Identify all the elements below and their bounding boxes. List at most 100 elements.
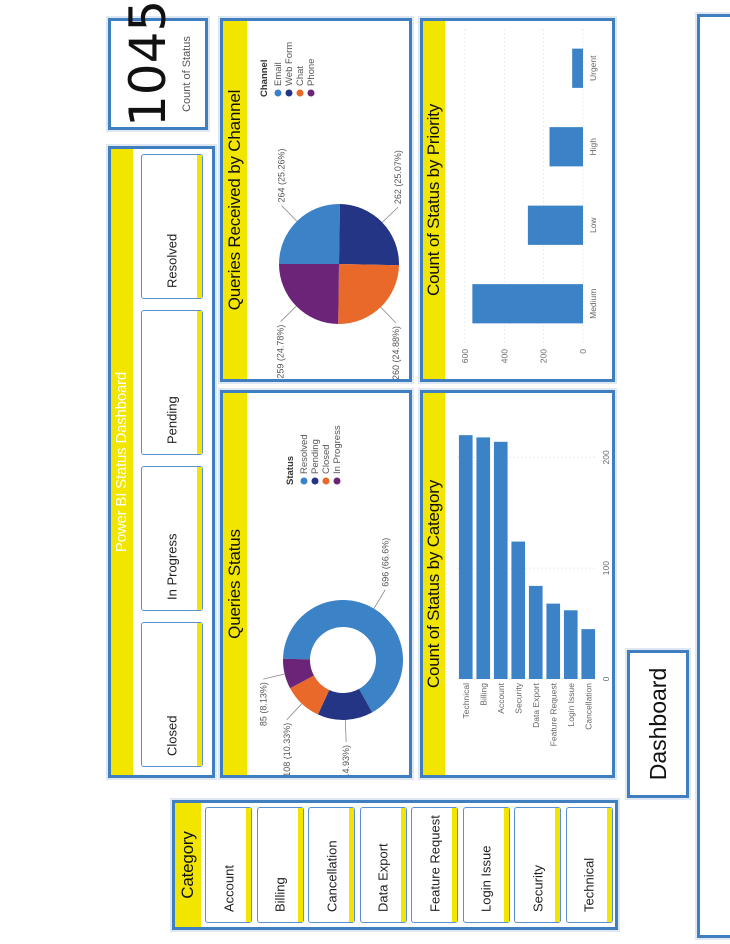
priority-chart-panel: Count of Status by Priority 0 200 400 600 Me… [420,18,615,382]
selection-bar [607,808,612,922]
bar-high [550,127,583,166]
legend-item: Chat [295,66,306,86]
kpi-card: 1045 Count of Status [108,18,208,130]
priority-chart-title: Count of Status by Priority [424,21,444,379]
leader-line [345,720,346,742]
data-label: 85 (8.13%) [258,682,268,726]
header-band: Power BI Status Dashboard [111,149,133,775]
category-label: Account [496,682,506,713]
queries-status-panel: Queries Status 696 (66.6%) 156 (14.93%) 10… [220,390,412,778]
category-button-security[interactable]: Security [514,807,561,923]
legend-item: Web Form [284,42,295,86]
priority-chart: 0200400600MediumLowHighUrgent [445,21,612,379]
slice-web-form [339,204,399,265]
leader-line [381,307,396,323]
bar-cancellation [581,629,595,679]
legend-item: Pending [310,439,321,474]
bar-urgent [572,49,583,88]
legend-marker [334,478,341,485]
leader-line [374,590,385,609]
category-label: Cancellation [583,683,593,730]
category-button-label: Data Export [376,843,391,912]
selection-bar [452,808,457,922]
legend-item: In Progress [332,425,343,474]
leader-line [263,674,284,679]
category-label: Login Issue [566,683,576,727]
data-label: 262 (25.07%) [393,150,403,204]
category-button-account[interactable]: Account [205,807,252,923]
kpi-label: Count of Status [181,21,193,127]
category-button-label: Account [221,865,236,912]
data-label: 108 (10.33%) [282,723,292,775]
data-label: 156 (14.93%) [341,745,351,775]
legend-marker [301,478,308,485]
channel-title: Queries Received by Channel [225,21,245,379]
category-chart-panel: Count of Status by Category 0 100 200 Techn… [420,390,615,778]
kpi-value: 1045 [119,21,177,127]
category-button-billing[interactable]: Billing [257,807,304,923]
category-button-label: Technical [582,858,597,912]
channel-panel: Queries Received by Channel 264 (25.26%)… [220,18,412,382]
category-panel: Category Account Billing Cancellation Data … [172,800,618,930]
bar-account [494,442,508,679]
category-button-label: Cancellation [324,840,339,912]
leader-line [287,704,302,720]
priority-label: High [588,138,598,156]
category-chart: 0 100 200 Technical Billing Account Security Da… [445,393,612,775]
leader-line [281,206,296,222]
category-label: Data Export [531,682,541,728]
category-label: Security [513,682,523,713]
priority-label: Medium [588,289,598,319]
legend-item: Phone [306,59,317,86]
y-tick-label: 400 [499,349,509,363]
legend-marker [308,90,315,97]
category-label: Technical [461,683,471,719]
slice-chat [338,264,399,324]
category-button-login-issue[interactable]: Login Issue [463,807,510,923]
category-button-data-export[interactable]: Data Export [360,807,407,923]
status-button-pending[interactable]: Pending [141,310,203,455]
category-button-label: Security [530,865,545,912]
bar-billing [476,437,490,679]
queries-status-title: Queries Status [225,393,245,775]
bar-login-issue [564,610,578,679]
dashboard-title: Dashboard [645,653,672,795]
category-button-label: Login Issue [479,846,494,913]
priority-label: Urgent [588,55,598,81]
data-label: 260 (24.88%) [391,326,401,379]
legend-title: Status [285,456,296,485]
y-tick-label: 200 [539,349,549,363]
status-slicer-panel: Power BI Status Dashboard Closed In Prog… [108,146,215,778]
status-button-in-progress[interactable]: In Progress [141,466,203,611]
legend-marker [297,90,304,97]
legend-item: Resolved [299,434,310,474]
bar-low [528,206,583,245]
legend-item: Email [273,62,284,86]
status-button-closed[interactable]: Closed [141,622,203,767]
bar-data-export [529,586,543,679]
data-label: 696 (66.6%) [380,538,390,587]
legend-title: Channel [259,60,270,97]
category-label: Billing [478,683,488,706]
x-tick-label: 200 [601,450,611,464]
selection-bar [298,808,303,922]
category-band: Category [175,803,201,927]
slice-email [279,204,340,264]
data-label: 259 (24.78%) [276,325,286,379]
category-button-technical[interactable]: Technical [566,807,613,923]
priority-label: Low [588,217,598,233]
selection-bar [504,808,509,922]
leader-line [382,207,398,222]
bar-security [511,542,525,679]
category-button-cancellation[interactable]: Cancellation [308,807,355,923]
leader-line [281,306,297,321]
category-button-feature-request[interactable]: Feature Request [411,807,458,923]
legend-marker [312,478,319,485]
bar-feature-request [546,604,560,679]
dashboard-title-card: Dashboard [627,650,689,798]
selection-bar [401,808,406,922]
category-title: Category [178,803,198,927]
channel-chart: 264 (25.26%) 262 (25.07%) 260 (24.88%) 259 … [247,21,409,379]
queries-status-chart: 696 (66.6%) 156 (14.93%) 108 (10.33%) 85 (8… [247,393,409,775]
status-button-resolved[interactable]: Resolved [141,154,203,299]
